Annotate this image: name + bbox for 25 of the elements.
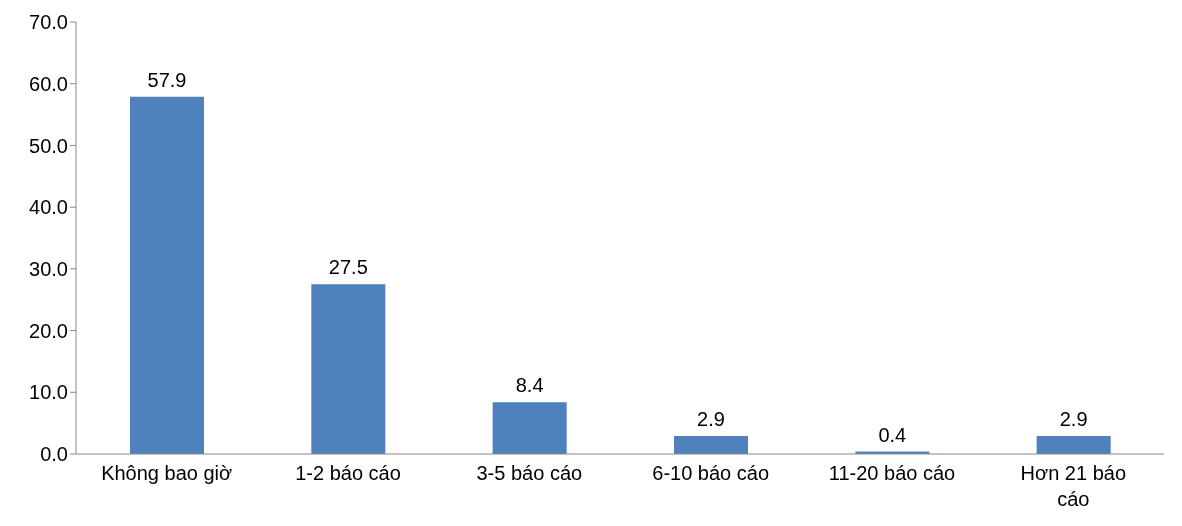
x-tick-label: Hơn 21 báo cáo [1020,462,1127,510]
y-tick-label: 70.0 [29,11,68,34]
x-tick-label: 3-5 báo cáo [476,462,583,484]
y-tick-label: 20.0 [29,319,68,342]
bar [1036,436,1111,454]
y-tick-label: 30.0 [29,257,68,280]
bar [674,436,748,454]
y-tick-label: 40.0 [29,196,68,219]
data-label: 2.9 [697,408,725,431]
x-tick-label: Không bao giờ [101,462,233,484]
data-label: 27.5 [328,256,368,279]
data-label: 57.9 [147,68,187,91]
x-tick-label: 6-10 báo cáo [652,462,770,484]
x-tick-label: 11-20 báo cáo [828,462,956,484]
bar [130,96,204,454]
y-tick-label: 60.0 [29,72,68,95]
bar [311,284,386,454]
x-tick-label: 1-2 báo cáo [295,462,401,484]
bar [492,402,567,454]
y-tick-label: 50.0 [29,134,68,157]
data-label: 2.9 [1059,408,1088,431]
y-tick-label: 0.0 [40,443,68,466]
y-tick-label: 10.0 [29,381,68,404]
data-label: 8.4 [515,374,544,397]
data-label: 0.4 [878,423,907,446]
